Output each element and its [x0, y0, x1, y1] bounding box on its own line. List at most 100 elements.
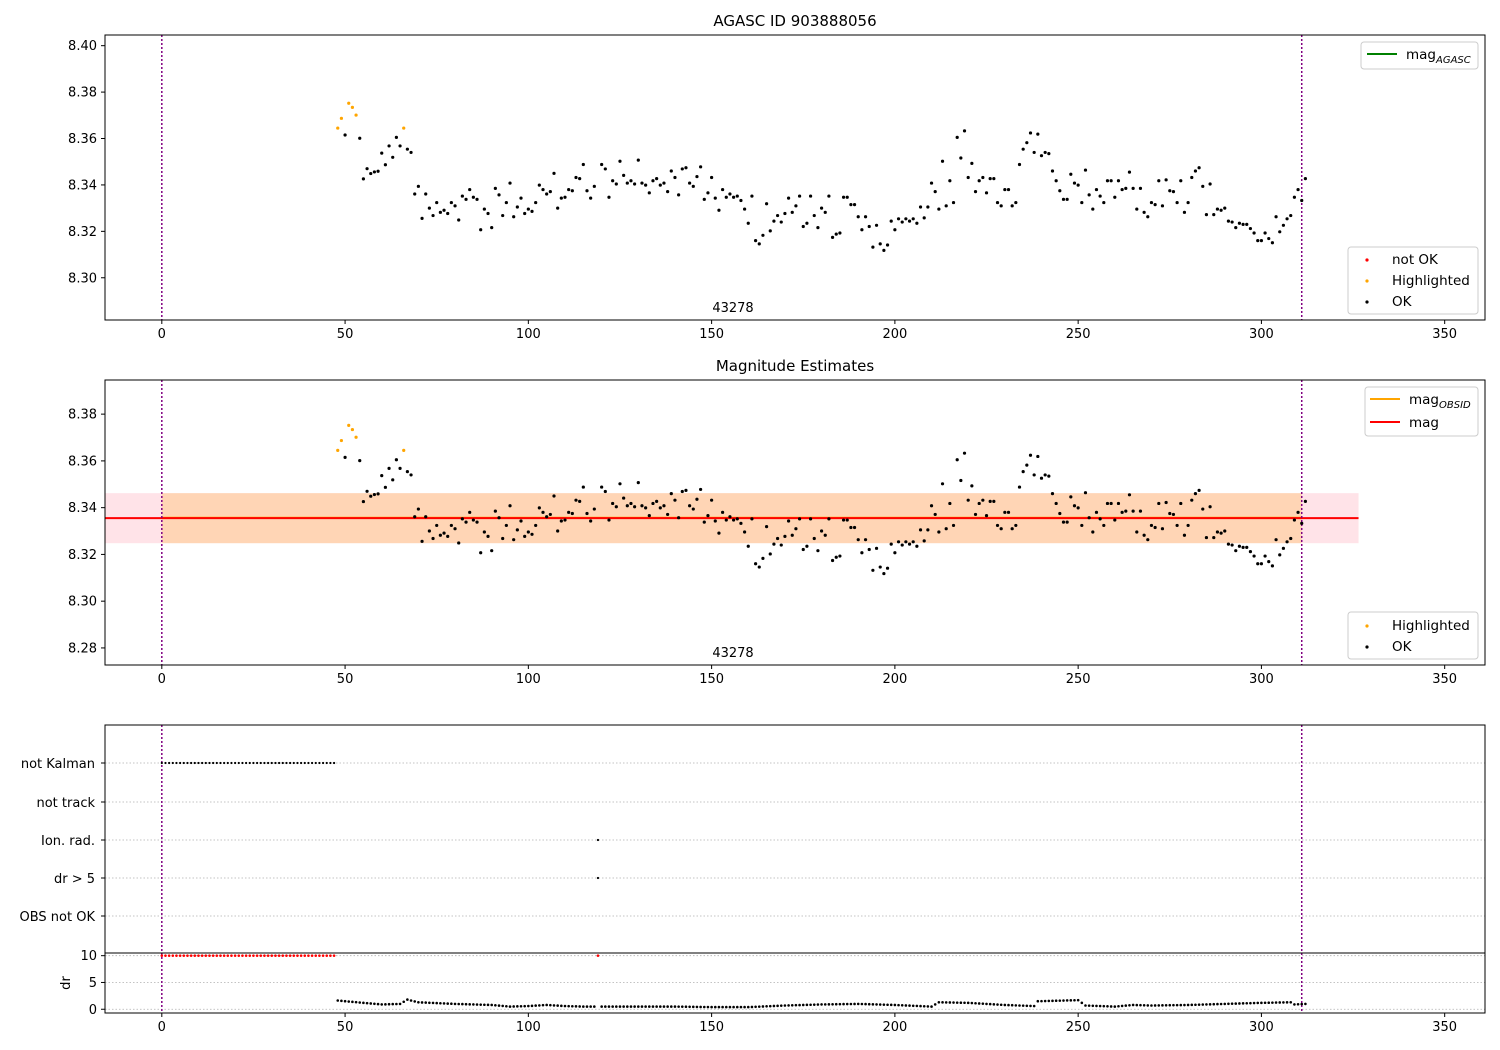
- ok-point: [1259, 562, 1264, 566]
- ok-point: [1285, 540, 1289, 544]
- ok-point: [376, 169, 380, 173]
- ok-point: [537, 506, 541, 510]
- ok-point: [1256, 239, 1260, 243]
- ok-point: [387, 144, 391, 148]
- dr-point: [695, 1005, 699, 1009]
- dr-point: [996, 1003, 999, 1006]
- ok-point: [764, 202, 769, 206]
- ok-point: [1054, 501, 1058, 506]
- ok-point: [508, 504, 512, 508]
- ok-point: [1190, 175, 1194, 180]
- ok-point: [504, 523, 508, 528]
- ok-point: [805, 544, 809, 548]
- ok-point: [915, 221, 919, 225]
- dr-point: [1263, 1001, 1267, 1005]
- x-tick-label: 0: [158, 327, 166, 342]
- ok-point: [786, 519, 791, 523]
- agasc-marker-legend: not OK Highlighted OK: [1347, 246, 1479, 315]
- ok-point: [1237, 544, 1242, 548]
- ok-point: [647, 191, 651, 195]
- ok-point: [1039, 476, 1044, 480]
- ok-point: [482, 207, 486, 211]
- ok-point: [607, 518, 611, 522]
- ok-point: [1065, 197, 1069, 201]
- dr-point: [1186, 1003, 1190, 1007]
- ok-point: [699, 487, 703, 492]
- ok-point: [812, 213, 816, 218]
- ok-point: [603, 167, 607, 171]
- dr-point: [772, 1004, 776, 1008]
- dr-point: [1296, 1002, 1300, 1006]
- ok-point: [845, 518, 849, 522]
- ok-point: [1006, 187, 1011, 192]
- dr-point: [1153, 1004, 1157, 1007]
- ok-point: [717, 531, 721, 535]
- ok-point: [1025, 141, 1029, 145]
- dr-clipped-point: [241, 954, 244, 957]
- dr-point: [739, 1005, 743, 1009]
- ok-point: [728, 192, 732, 196]
- dr-point: [706, 1005, 710, 1009]
- ok-point: [761, 556, 765, 560]
- dr-point: [1109, 1005, 1113, 1008]
- dr-point: [1150, 1004, 1153, 1007]
- ok-point: [724, 195, 728, 199]
- ok-point: [1010, 527, 1014, 531]
- ok-point: [380, 474, 384, 478]
- ok-point: [1197, 166, 1201, 170]
- dr-point: [651, 1005, 655, 1008]
- not-kalman-point: [223, 761, 226, 765]
- not-kalman-point: [263, 761, 266, 765]
- dr-point: [1040, 999, 1043, 1003]
- ok-point: [739, 521, 743, 525]
- dr-point: [1073, 998, 1076, 1002]
- ok-point: [699, 165, 703, 169]
- flag-category-label: not Kalman: [21, 757, 95, 772]
- ok-point: [841, 518, 846, 522]
- dr-point: [1212, 1002, 1216, 1006]
- x-tick-label: 50: [337, 672, 354, 687]
- dr-point: [922, 1004, 926, 1008]
- ok-point: [827, 517, 831, 521]
- not-kalman-point: [197, 761, 200, 765]
- dr-point: [1230, 1002, 1234, 1005]
- dr-point: [1223, 1002, 1227, 1006]
- dr-point: [1043, 999, 1047, 1003]
- ok-point: [1014, 200, 1018, 205]
- dr-point: [1032, 1004, 1036, 1008]
- dr-point: [963, 1001, 966, 1005]
- ok-point: [1182, 533, 1187, 537]
- x-tick-label: 0: [158, 672, 166, 687]
- ok-point: [1098, 194, 1102, 198]
- ok-point: [1219, 531, 1223, 535]
- ok-point: [563, 195, 567, 199]
- estimates-panel: Magnitude Estimates 43278 8.288.308.328.…: [68, 357, 1486, 687]
- ok-point: [391, 478, 395, 482]
- dr-point: [1271, 1001, 1274, 1004]
- ok-point: [1054, 179, 1058, 183]
- dr-point: [512, 1005, 515, 1008]
- flags-axes-frame: [104, 724, 1486, 954]
- ok-point: [816, 226, 820, 230]
- ok-point: [622, 173, 626, 178]
- not-kalman-point: [164, 761, 167, 765]
- dr-point: [974, 1001, 977, 1005]
- ok-point: [1237, 221, 1242, 225]
- ok-point: [460, 194, 464, 198]
- dr-point: [1120, 1004, 1124, 1008]
- ok-point: [1234, 226, 1238, 230]
- ok-point: [493, 509, 497, 513]
- y-tick-label: 5: [89, 976, 97, 991]
- dr-clipped-point: [325, 954, 329, 957]
- dr-point: [343, 999, 347, 1003]
- dr-point: [761, 1005, 765, 1008]
- ok-point: [460, 517, 464, 521]
- not-kalman-point: [182, 761, 185, 765]
- x-tick-label: 250: [1066, 1020, 1091, 1035]
- dr-point: [805, 1003, 809, 1007]
- ok-point: [1010, 204, 1014, 208]
- ok-point: [1102, 523, 1106, 528]
- dr-point: [420, 1001, 424, 1004]
- ok-point: [721, 187, 725, 192]
- ok-point: [1241, 545, 1245, 549]
